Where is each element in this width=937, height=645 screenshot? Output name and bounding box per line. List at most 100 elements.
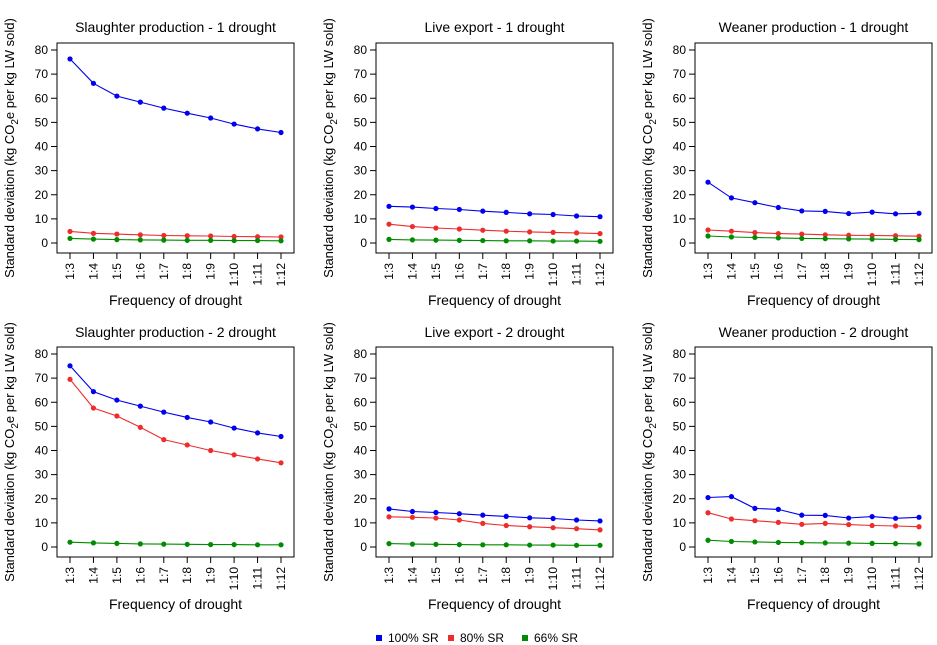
panel-4-series-80-sr-line — [69, 378, 282, 464]
panel-1-xtick-label-1-10: 1:10 — [227, 263, 241, 287]
panel-4-series-66-sr-point-1-3 — [67, 539, 73, 545]
panel-5-series-100-sr-point-1-4 — [409, 508, 416, 515]
panel-1-ytick-label-10: 10 — [35, 212, 49, 226]
panel-6-xtick-label-1-8: 1:8 — [818, 567, 832, 584]
panel-4-series-100-sr-point-1-8 — [184, 414, 190, 421]
panel-3-series-66-sr-point-1-6 — [775, 235, 781, 241]
panel-4-series-80-sr-point-1-10 — [231, 452, 237, 458]
panel-2-series-100-sr-line — [388, 205, 601, 218]
panel-1-series-66-sr-point-1-12 — [278, 238, 284, 244]
panel-6-series-80-sr-point-1-9 — [846, 521, 852, 528]
panel-5-xtick-label-1-10: 1:10 — [546, 567, 560, 591]
panel-5: Live export - 2 drought 0 10 20 30 40 50 60 70 80… — [321, 322, 614, 612]
panel-6-series-100-sr-point-1-6 — [775, 506, 781, 512]
panel-3-xtick-label-1-7: 1:7 — [795, 263, 809, 280]
panel-3-series-66-sr-point-1-5 — [752, 234, 758, 241]
panel-2-series-80-sr-point-1-11 — [573, 230, 580, 236]
panel-6-ytick-label-40: 40 — [673, 444, 687, 458]
panel-2-ytick-label-10: 10 — [354, 212, 368, 226]
panel-2-series-100-sr-point-1-11 — [573, 213, 580, 219]
panel-1-series-80-sr-point-1-12 — [278, 234, 284, 240]
panel-5-ytick-label-20: 20 — [354, 492, 368, 506]
panel-3-series-80-sr-line — [707, 229, 920, 237]
panel-2-xtick-label-1-3: 1:3 — [382, 263, 396, 280]
panel-6-series-80-sr-point-1-8 — [822, 520, 828, 526]
panel-6-series-66-sr-point-1-12 — [916, 541, 922, 547]
panel-4-series-66-sr-point-1-12 — [278, 542, 284, 548]
panel-1-ytick-label-40: 40 — [35, 140, 49, 154]
panel-1-series-100-sr-point-1-5 — [114, 93, 120, 99]
panel-3-series-80-sr-point-1-8 — [822, 232, 828, 238]
panel-6-series-100-sr-point-1-5 — [752, 505, 758, 511]
panel-3-ytick-label-20: 20 — [673, 188, 687, 202]
panel-3-xtick-label-1-9: 1:9 — [842, 263, 856, 280]
panel-6-xtick-label-1-6: 1:6 — [771, 567, 785, 584]
panel-1-series-80-sr-line — [69, 230, 282, 238]
panel-1-series-80-sr-point-1-3 — [67, 228, 73, 235]
panel-1-series-80-sr-point-1-9 — [208, 233, 214, 239]
panel-4-series-80-sr-point-1-12 — [278, 460, 284, 466]
panel-4-xtick-label-1-12: 1:12 — [274, 567, 288, 591]
legend-item-66-sr-label: 66% SR — [534, 631, 578, 645]
legend-item-80-sr-marker — [448, 635, 454, 641]
panel-6-xtick-label-1-12: 1:12 — [912, 567, 926, 591]
panel-5-series-100-sr-line — [388, 508, 601, 522]
panel-6-series-66-sr-point-1-6 — [775, 539, 781, 546]
panel-2-series-66-sr-point-1-10 — [550, 238, 556, 244]
panel-1-ytick-label-20: 20 — [35, 188, 49, 202]
panel-2-ytick-label-70: 70 — [354, 67, 368, 81]
panel-4-series-100-sr-point-1-3 — [67, 363, 73, 369]
panel-5-series-66-sr-point-1-12 — [597, 542, 603, 548]
panel-2-xtick-label-1-5: 1:5 — [429, 263, 443, 280]
panel-1-series-66-sr-point-1-4 — [90, 236, 97, 242]
panel-2-series-80-sr-point-1-5 — [433, 225, 439, 231]
panel-3-xtick-label-1-6: 1:6 — [771, 263, 785, 280]
panel-2-ylabel: Standard deviation (kg CO2e per kg LW so… — [321, 18, 340, 278]
panel-5-series-80-sr-point-1-9 — [527, 524, 533, 530]
panel-2-ytick-label-80: 80 — [354, 43, 368, 57]
panel-6-series-80-sr-point-1-10 — [869, 522, 875, 529]
panel-3-ytick-label-80: 80 — [673, 43, 687, 57]
panel-2-series-100-sr-point-1-6 — [456, 206, 462, 213]
panel-1-xtick-label-1-7: 1:7 — [157, 263, 171, 280]
panel-6-ylabel-part1: Standard deviation (kg CO — [640, 429, 655, 582]
panel-6-series-66-sr-point-1-7 — [799, 540, 805, 546]
panel-3-ytick-label-30: 30 — [673, 164, 687, 178]
panel-4-series-80-sr-point-1-3 — [67, 376, 73, 382]
panel-5-plot-frame — [375, 346, 614, 558]
panel-4: Slaughter production - 2 drought 0 10 20 30 4… — [2, 322, 295, 612]
panel-4-xtick-label-1-7: 1:7 — [157, 567, 171, 584]
panel-2: Live export - 1 drought 0 10 20 30 40 50 60 70 80… — [321, 18, 614, 308]
panel-1-series-100-sr-point-1-3 — [67, 56, 73, 62]
panel-3-series-80-sr-point-1-9 — [846, 232, 852, 238]
panel-6-plot-frame — [694, 346, 933, 558]
panel-3-series-80-sr-point-1-5 — [752, 230, 758, 236]
panel-2-xlabel: Frequency of drought — [428, 292, 561, 308]
panel-3-ylabel-part1: Standard deviation (kg CO — [640, 125, 655, 278]
panel-1-ylabel: Standard deviation (kg CO2e per kg LW so… — [2, 18, 21, 278]
panel-1-series-100-sr-point-1-8 — [184, 110, 190, 116]
panel-1-xtick-label-1-5: 1:5 — [110, 263, 124, 280]
panel-6: Weaner production - 2 drought 0 10 20 30 40 50… — [640, 322, 933, 612]
panel-3-series-66-sr-point-1-9 — [846, 236, 852, 242]
panel-2-series-80-sr-point-1-10 — [550, 229, 556, 235]
panel-2-series-100-sr-point-1-4 — [409, 204, 416, 210]
panel-5-ytick-label-0: 0 — [360, 540, 367, 554]
panel-3-series-66-sr-line — [707, 235, 920, 241]
panel-1-series-80-sr-point-1-5 — [114, 231, 120, 237]
panel-6-xlabel: Frequency of drought — [747, 596, 880, 612]
panel-6-series-100-sr-point-1-12 — [916, 514, 922, 520]
panel-4-series-100-sr-point-1-4 — [90, 389, 97, 395]
panel-5-series-66-sr-point-1-5 — [433, 541, 439, 547]
panel-4-ytick-label-70: 70 — [35, 371, 49, 385]
panel-5-xlabel: Frequency of drought — [428, 596, 561, 612]
panel-6-ytick-label-80: 80 — [673, 347, 687, 361]
panel-1-ylabel-subscript: 2 — [10, 119, 21, 125]
panel-2-series-80-sr-point-1-12 — [597, 230, 603, 237]
panel-1-ytick-label-70: 70 — [35, 67, 49, 81]
legend-item-80-sr: 80% SR — [448, 631, 504, 645]
panel-5-series-80-sr-point-1-10 — [550, 525, 556, 531]
panel-6-series-66-sr-point-1-5 — [752, 539, 758, 545]
panel-5-xtick-label-1-12: 1:12 — [593, 567, 607, 591]
